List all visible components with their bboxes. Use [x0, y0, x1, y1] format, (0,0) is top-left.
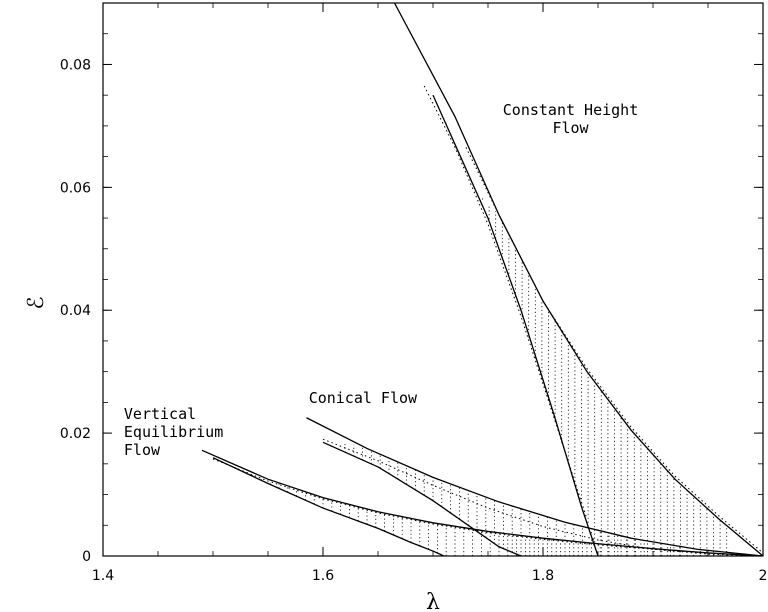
- hatched-region-1: [344, 442, 680, 556]
- annotation-2: Vertical Equilibrium Flow: [124, 405, 223, 459]
- x-tick-label: 1.4: [92, 568, 114, 584]
- series-line-1: [432, 94, 599, 556]
- annotation-line: Flow: [552, 119, 589, 137]
- hatched-region-0: [482, 196, 728, 556]
- series-line-7: [201, 449, 763, 556]
- x-tick-label: 1.8: [532, 568, 554, 584]
- x-tick-label: 2: [759, 568, 768, 584]
- series-line-0: [393, 3, 763, 556]
- x-axis-label: λ: [426, 590, 440, 612]
- series-line-2: [423, 85, 588, 520]
- x-tick-label: 1.6: [312, 568, 334, 584]
- y-tick-label: 0.02: [60, 426, 91, 442]
- annotation-line: Constant Height: [503, 101, 638, 119]
- series-line-3: [465, 147, 763, 554]
- series-line-9: [212, 458, 763, 556]
- plot-frame: [102, 2, 764, 557]
- axis-ticks: 1.4 1.6 1.8 2 0 0.02 0.04 0.06 0.08: [60, 2, 768, 584]
- plot-content: [201, 3, 763, 556]
- y-tick-label: 0.06: [60, 180, 91, 196]
- annotation-line: Vertical: [124, 405, 196, 423]
- series-line-4: [306, 417, 763, 556]
- y-tick-label: 0.08: [60, 57, 91, 73]
- annotation-1: Conical Flow: [309, 389, 418, 407]
- annotation-0: Constant Height Flow: [503, 101, 638, 137]
- y-axis-label: ℰ: [24, 296, 49, 309]
- annotation-line: Conical Flow: [309, 389, 418, 407]
- y-tick-label: 0: [82, 549, 91, 565]
- y-tick-label: 0.04: [60, 303, 91, 319]
- annotation-line: Flow: [124, 441, 161, 459]
- series-line-5: [322, 441, 522, 556]
- annotation-line: Equilibrium: [124, 423, 223, 441]
